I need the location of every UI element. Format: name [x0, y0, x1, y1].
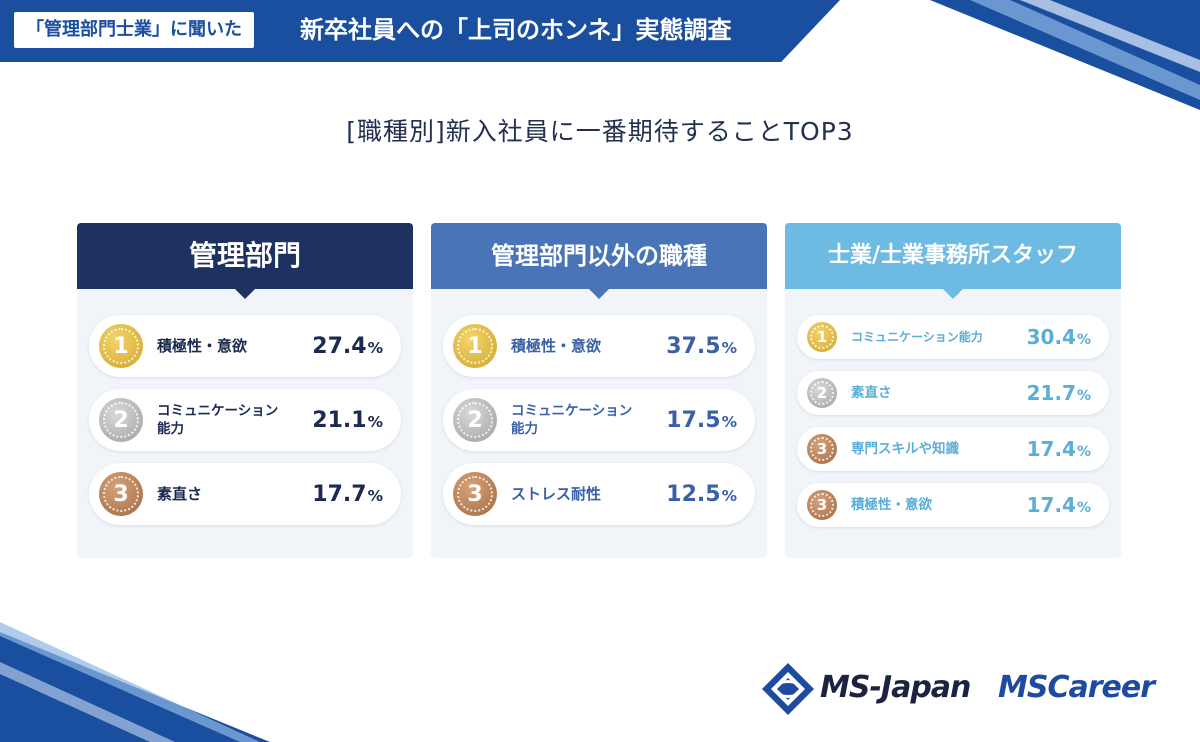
item-label: 専門スキルや知識: [851, 440, 959, 457]
list-item: 3 積極性・意欲 17.4%: [797, 483, 1109, 527]
ms-career-logo: MSCareer: [998, 670, 1155, 705]
item-label: 素直さ: [157, 484, 203, 503]
rank-list: 1 積極性・意欲 37.5% 2 コミュニケーション 能力 17.5% 3 ストレ…: [443, 315, 755, 537]
panel-management-title: 管理部門: [77, 223, 413, 299]
list-item: 3 素直さ 17.7%: [89, 463, 401, 525]
list-item: 2 コミュニケーション 能力 17.5%: [443, 389, 755, 451]
bronze-medal-icon: 3: [807, 434, 837, 464]
list-item: 1 積極性・意欲 37.5%: [443, 315, 755, 377]
item-percent: 17.5%: [666, 407, 737, 433]
item-percent: 21.7%: [1026, 381, 1091, 405]
rank-list: 1 コミュニケーション能力 30.4% 2 素直さ 21.7% 3 専門スキルや…: [797, 315, 1109, 539]
list-item: 1 積極性・意欲 27.4%: [89, 315, 401, 377]
item-label: コミュニケーション能力: [511, 402, 633, 437]
decor-stripes-top-right: [930, 0, 1200, 110]
item-percent: 27.4%: [312, 333, 383, 359]
item-label: 積極性・意欲: [851, 496, 932, 513]
survey-title: 新卒社員への「上司のホンネ」実態調査: [300, 16, 732, 44]
page-subtitle: [職種別]新入社員に一番期待することTOP3: [346, 117, 854, 146]
list-item: 3 ストレス耐性 12.5%: [443, 463, 755, 525]
panel-professional-title: 士業/士業事務所スタッフ: [785, 223, 1121, 299]
silver-medal-icon: 2: [453, 398, 497, 442]
item-label: コミュニケーション能力: [157, 402, 279, 437]
survey-badge: 「管理部門士業」に聞いた: [14, 12, 254, 48]
item-percent: 17.4%: [1026, 437, 1091, 461]
gold-medal-icon: 1: [99, 324, 143, 368]
item-label: コミュニケーション能力: [851, 329, 983, 344]
item-label: ストレス耐性: [511, 484, 602, 503]
panel-non-management: 管理部門以外の職種 1 積極性・意欲 37.5% 2 コミュニケーション 能力 1…: [431, 223, 767, 558]
silver-medal-icon: 2: [807, 378, 837, 408]
panel-management: 管理部門 1 積極性・意欲 27.4% 2 コミュニケーション 能力 21.1% …: [77, 223, 413, 558]
list-item: 2 コミュニケーション 能力 21.1%: [89, 389, 401, 451]
panel-professional: 士業/士業事務所スタッフ 1 コミュニケーション能力 30.4% 2 素直さ 2…: [785, 223, 1121, 558]
item-percent: 12.5%: [666, 481, 737, 507]
gold-medal-icon: 1: [453, 324, 497, 368]
item-percent: 30.4%: [1026, 325, 1091, 349]
item-label: 積極性・意欲: [511, 336, 602, 355]
item-percent: 17.4%: [1026, 493, 1091, 517]
gold-medal-icon: 1: [807, 322, 837, 352]
item-label: 積極性・意欲: [157, 336, 248, 355]
list-item: 3 専門スキルや知識 17.4%: [797, 427, 1109, 471]
panel-non-management-title: 管理部門以外の職種: [431, 223, 767, 299]
item-label: 素直さ: [851, 384, 892, 401]
item-percent: 37.5%: [666, 333, 737, 359]
list-item: 1 コミュニケーション能力 30.4%: [797, 315, 1109, 359]
silver-medal-icon: 2: [99, 398, 143, 442]
rank-list: 1 積極性・意欲 27.4% 2 コミュニケーション 能力 21.1% 3 素直さ…: [89, 315, 401, 537]
decor-stripes-bottom-left: [0, 622, 270, 742]
bronze-medal-icon: 3: [807, 490, 837, 520]
ms-japan-logo-icon: [762, 663, 814, 715]
bronze-medal-icon: 3: [99, 472, 143, 516]
item-percent: 17.7%: [312, 481, 383, 507]
bronze-medal-icon: 3: [453, 472, 497, 516]
item-percent: 21.1%: [312, 407, 383, 433]
ms-japan-logo: MS-Japan: [820, 670, 971, 705]
list-item: 2 素直さ 21.7%: [797, 371, 1109, 415]
